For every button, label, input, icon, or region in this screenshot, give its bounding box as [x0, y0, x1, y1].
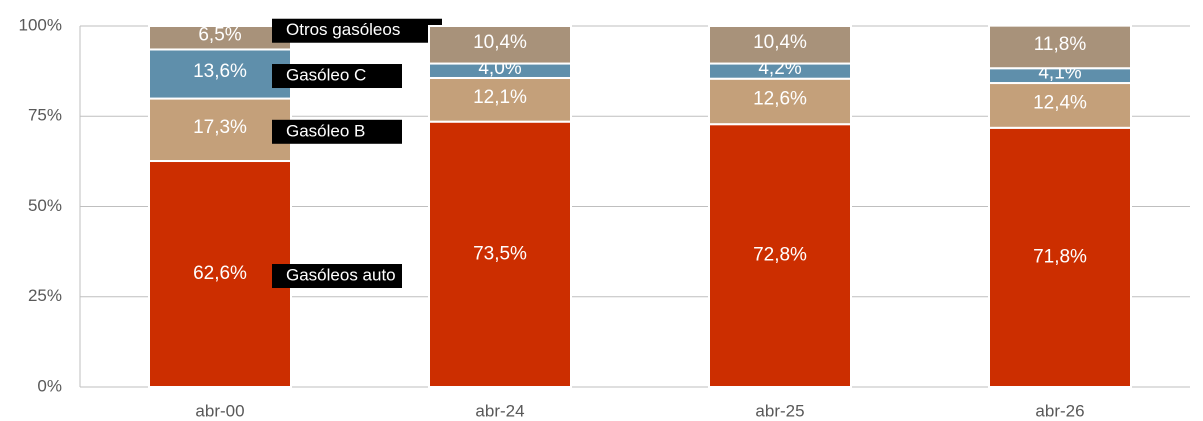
bar-segment	[708, 25, 852, 65]
value-label: 6,5%	[198, 25, 241, 46]
value-label: 10,4%	[473, 32, 527, 53]
bar-segment	[708, 77, 852, 126]
bar-segment	[988, 82, 1132, 129]
bar-segment	[988, 126, 1132, 388]
value-label: 17,3%	[193, 117, 247, 138]
legend-label: Otros gasóleos	[286, 20, 400, 39]
y-tick-label: 50%	[28, 196, 62, 215]
legend-box	[272, 64, 402, 89]
value-label: 72,8%	[753, 245, 807, 266]
y-tick-label: 100%	[19, 15, 62, 34]
legend-label: Gasóleos auto	[286, 265, 396, 284]
value-label: 62,6%	[193, 263, 247, 284]
bar-segment	[428, 25, 572, 65]
bar-segment	[148, 160, 292, 388]
y-tick-label: 75%	[28, 106, 62, 125]
legend-label: Gasóleo C	[286, 65, 366, 84]
bar-segment	[148, 97, 292, 163]
value-label: 11,8%	[1034, 34, 1087, 55]
y-tick-label: 25%	[28, 286, 62, 305]
value-label: 10,4%	[753, 32, 807, 53]
x-tick-label: abr-25	[755, 401, 804, 420]
x-tick-label: abr-00	[195, 401, 244, 420]
value-label: 71,8%	[1033, 246, 1087, 267]
bar-segment	[708, 123, 852, 389]
legend-box	[272, 18, 442, 43]
x-tick-label: abr-24	[475, 401, 524, 420]
value-label: 12,1%	[473, 87, 527, 108]
value-label: 12,4%	[1033, 92, 1087, 113]
value-label: 12,6%	[753, 88, 807, 109]
x-tick-label: abr-26	[1035, 401, 1084, 420]
legend-box	[272, 119, 402, 144]
y-tick-label: 0%	[37, 376, 62, 395]
legend-label: Gasóleo B	[286, 121, 365, 140]
legend-box	[272, 264, 402, 289]
bar-segment	[988, 24, 1132, 70]
value-label: 73,5%	[473, 243, 527, 264]
value-label: 13,6%	[193, 61, 247, 82]
